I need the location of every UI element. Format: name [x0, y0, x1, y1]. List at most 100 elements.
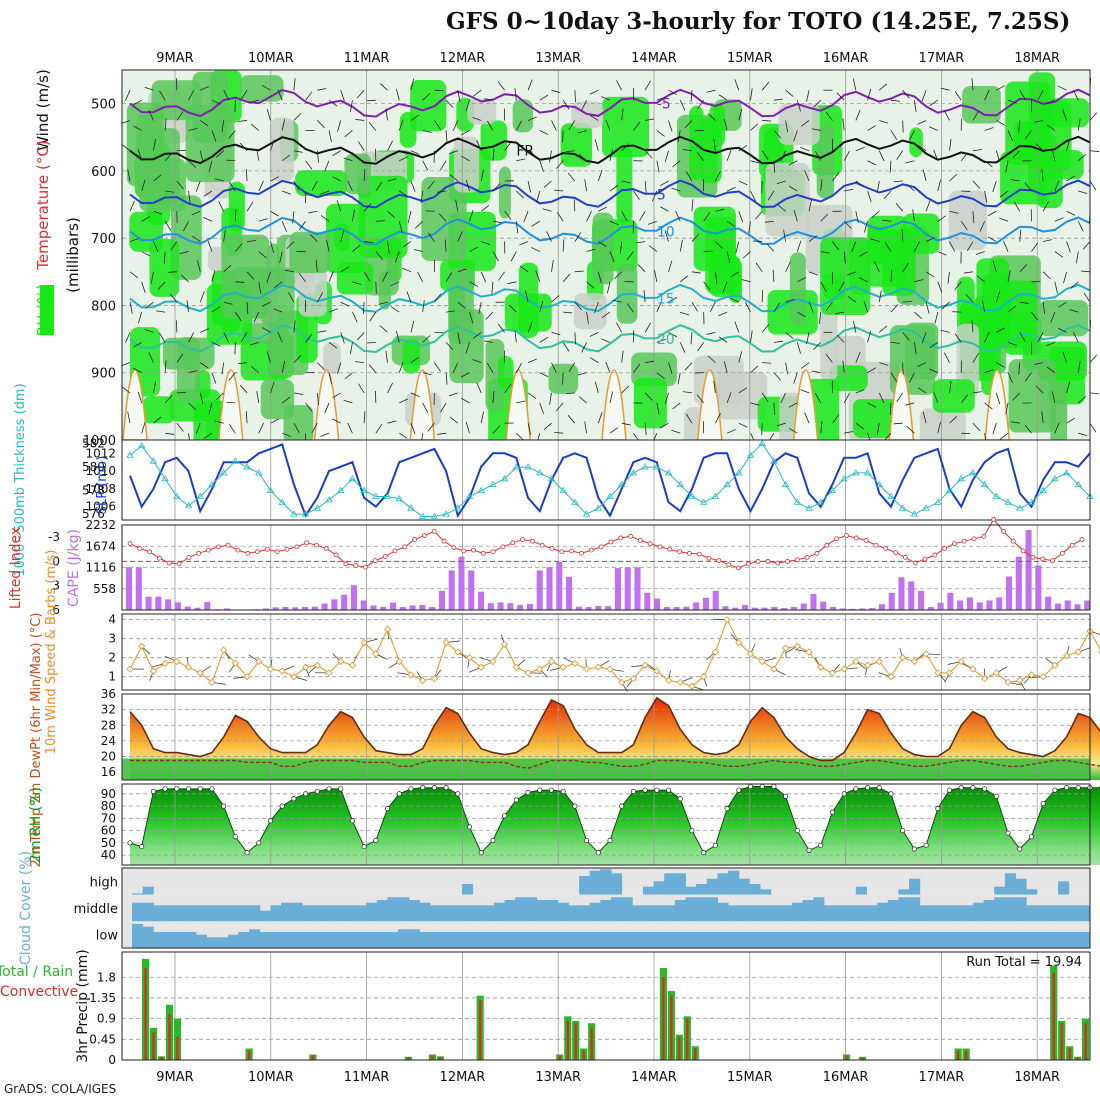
- wind-barb: [871, 210, 880, 218]
- date-label-top: 12MAR: [440, 51, 486, 66]
- wind-barb: [785, 261, 791, 272]
- rh-shade-cell: [616, 145, 633, 224]
- precip-convective-bar: [964, 1050, 968, 1060]
- wind-speed-marker: [465, 654, 474, 662]
- wind-barb: [539, 300, 544, 313]
- rh-shade-cell: [344, 153, 372, 195]
- precip-convective-bar: [431, 1055, 434, 1060]
- cloud-cover-bar: [696, 932, 708, 948]
- cloud-cover-bar: [589, 870, 601, 895]
- rh-marker: [1017, 846, 1023, 852]
- wind-barb: [609, 427, 619, 434]
- li-marker: [422, 533, 427, 538]
- cloud-cover-bar: [493, 932, 506, 948]
- wind-barb: [1046, 124, 1056, 131]
- wind-barb: [804, 412, 810, 424]
- rh-marker: [150, 788, 156, 794]
- wind-barb: [1024, 182, 1032, 192]
- cloud-cover-bar: [781, 932, 793, 948]
- cloud-cover-bar: [185, 932, 197, 948]
- wind-barb: [387, 241, 390, 254]
- rh-marker: [993, 793, 999, 799]
- wind-barb: [696, 394, 704, 404]
- li-marker: [215, 544, 221, 550]
- wind-speed-marker: [981, 675, 989, 683]
- wind-barb: [589, 357, 599, 363]
- rh-marker: [162, 786, 168, 792]
- wind-barb: [855, 147, 865, 152]
- rh-marker: [865, 785, 871, 791]
- wind-barb: [527, 321, 533, 333]
- wind-speed-marker: [770, 665, 778, 673]
- wind-barb: [696, 152, 704, 161]
- wind-barb: [879, 362, 889, 366]
- wind-barb: [1073, 332, 1079, 343]
- wind-barb: [390, 306, 400, 313]
- cloud-cover-bar: [366, 932, 378, 948]
- rh-marker: [396, 791, 402, 797]
- wind-barb: [660, 422, 669, 429]
- wind-barb: [159, 332, 166, 343]
- thickness-marker: [184, 502, 193, 509]
- wind-barb: [867, 367, 876, 373]
- wind-barb: [1019, 264, 1028, 273]
- cloud-cover-bar: [717, 873, 729, 895]
- cape-bar: [507, 603, 514, 610]
- rh-shade-cell: [592, 212, 614, 285]
- rh-marker: [607, 837, 613, 844]
- cloud-cover-bar: [749, 884, 761, 895]
- wind-barb: [738, 109, 743, 121]
- slp-line: [129, 443, 1091, 519]
- wind-speed-marker: [220, 646, 228, 654]
- li-marker: [804, 554, 810, 560]
- wind-barb: [427, 422, 435, 432]
- li-marker: [480, 550, 486, 556]
- cape-bar: [1074, 604, 1081, 610]
- wind-barb: [917, 145, 927, 152]
- wind-speed-marker: [547, 657, 556, 666]
- wind-barb: [270, 210, 279, 217]
- wind-barb: [949, 381, 952, 393]
- cloud-cover-bar: [483, 932, 495, 948]
- wind-barb: [551, 362, 557, 373]
- wind-barb: [943, 110, 950, 121]
- wind-barb: [188, 90, 195, 101]
- wind-barb: [515, 362, 522, 373]
- wind-tick: 3: [108, 632, 116, 646]
- cloud-cover-bar: [163, 905, 176, 922]
- wind-barb: [703, 212, 711, 222]
- wind-barb: [434, 362, 441, 372]
- wind-barb: [668, 362, 673, 374]
- wind-barb: [925, 301, 930, 314]
- cape-bar: [878, 604, 885, 610]
- cloud-cover-bar: [770, 905, 782, 922]
- precip-convective-bar: [1052, 972, 1055, 1060]
- wind-barb: [574, 301, 582, 311]
- cape-bar: [614, 568, 621, 610]
- rh-shade-cell: [956, 323, 979, 398]
- li-marker: [284, 546, 290, 552]
- wind-barb: [539, 372, 549, 378]
- cloud-cover-bar: [153, 932, 165, 948]
- wind-barb: [832, 414, 840, 424]
- wind-barb: [1019, 229, 1022, 242]
- rh-tick: 70: [101, 811, 116, 825]
- rh-shade-cell: [228, 181, 245, 232]
- wind-speed-marker: [711, 648, 719, 656]
- cloud-cover-bar: [291, 932, 303, 948]
- wind-barb: [562, 372, 564, 385]
- wind-barb: [141, 179, 146, 192]
- slp-tick: 1012: [85, 446, 116, 460]
- wind-barb: [141, 281, 146, 293]
- precip-convective-bar: [670, 995, 673, 1060]
- wind-barb: [440, 402, 447, 413]
- thickness-marker: [582, 510, 591, 517]
- wind-barb: [407, 211, 412, 223]
- date-label-bottom: 15MAR: [727, 1070, 773, 1085]
- wind-barb: [437, 432, 447, 435]
- wind-barb: [914, 311, 923, 320]
- wind-barb: [1031, 242, 1039, 252]
- wind-barb: [730, 297, 739, 303]
- wind-barb: [382, 271, 388, 282]
- wind-barb: [933, 149, 939, 161]
